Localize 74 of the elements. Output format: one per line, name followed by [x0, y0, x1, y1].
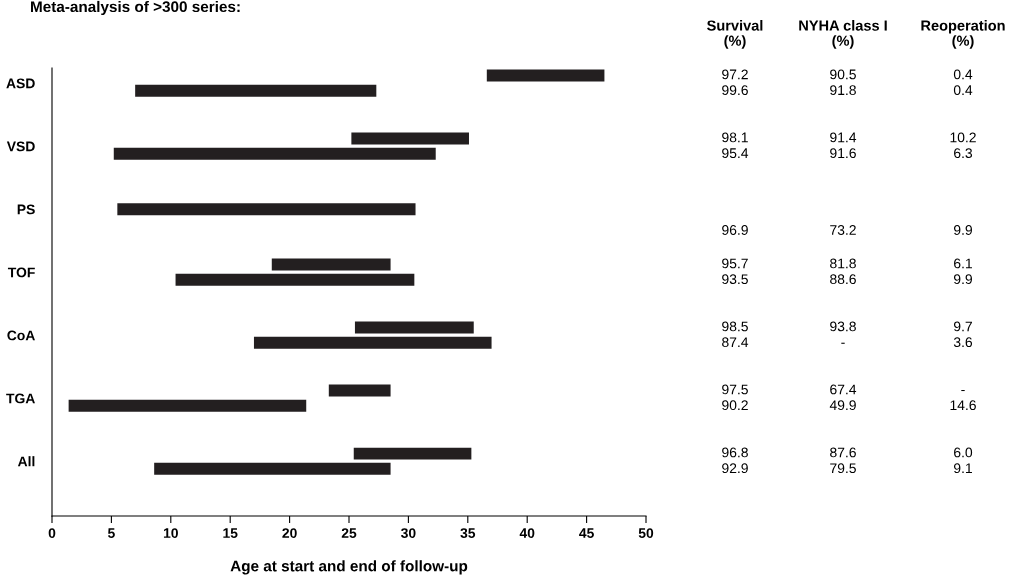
x-axis-title: Age at start and end of follow-up [230, 560, 468, 575]
bar [328, 384, 391, 397]
text: 10.2 [950, 132, 976, 143]
text: 97.2 [722, 69, 748, 80]
text: 14.6 [950, 400, 976, 411]
text: 81.8 [830, 258, 856, 269]
text: 67.4 [830, 384, 857, 395]
text: 79.5 [830, 463, 856, 474]
text: 95.4 [722, 148, 749, 159]
bar [135, 84, 377, 97]
text: 6.0 [954, 447, 973, 458]
text: 87.4 [722, 337, 749, 348]
text: 96.8 [722, 447, 748, 458]
bar [175, 273, 415, 286]
y-tick-label: All [17, 456, 35, 467]
text: 91.4 [830, 132, 857, 143]
text: 97.5 [722, 384, 748, 395]
text: 98.5 [722, 321, 748, 332]
text: 99.6 [722, 85, 748, 96]
x-tick-label: 10 [163, 528, 178, 539]
text: 96.9 [722, 225, 748, 235]
text: 6.1 [954, 258, 972, 269]
text: - [841, 342, 845, 344]
x-tick-label: 35 [460, 528, 476, 539]
text: 0.4 [953, 85, 973, 96]
x-tick-label: 25 [341, 528, 357, 539]
x-tick-label: 45 [579, 528, 594, 539]
text: 91.6 [830, 148, 856, 159]
y-tick-label: VSD [6, 141, 35, 152]
bar [354, 321, 474, 334]
text: NYHA class I (%) [799, 20, 887, 49]
text: 93.5 [722, 274, 748, 285]
bar [351, 132, 469, 145]
text: 9.7 [954, 321, 972, 332]
text: 95.7 [722, 258, 748, 269]
bar [68, 399, 307, 412]
y-tick-label: TGA [6, 393, 35, 404]
text: 90.5 [830, 69, 856, 80]
bar [253, 336, 492, 349]
y-tick-label: ASD [6, 78, 35, 89]
x-tick-label: 50 [638, 528, 654, 539]
text: 90.2 [722, 400, 748, 411]
x-tick-label: 15 [223, 528, 238, 539]
text: Survival (%) [707, 20, 763, 49]
bar [154, 462, 391, 475]
bar [271, 258, 391, 271]
bar [113, 147, 436, 160]
x-tick-label: 40 [519, 528, 535, 539]
text: 93.8 [830, 321, 856, 332]
y-tick-label: PS [17, 204, 35, 215]
chart-title: Meta-analysis of >300 series: [31, 0, 240, 16]
text: Reoperation (%) [921, 20, 1005, 49]
text: 9.9 [954, 225, 972, 235]
text: 49.9 [829, 400, 856, 411]
text: - [961, 389, 965, 392]
text: 88.6 [830, 274, 856, 285]
text: 3.6 [953, 337, 973, 348]
x-tick-label: 20 [282, 528, 297, 539]
y-tick-label: CoA [7, 330, 35, 341]
x-tick-label: 5 [107, 528, 115, 539]
text: 91.8 [830, 85, 856, 96]
text: 92.9 [722, 463, 748, 474]
text: 9.9 [954, 274, 972, 285]
text: 6.3 [954, 148, 973, 159]
text: 73.2 [830, 225, 856, 235]
y-tick-label: TOF [7, 267, 35, 278]
x-tick-label: 30 [401, 528, 416, 539]
bar [353, 447, 472, 460]
text: 98.1 [722, 132, 748, 143]
text: 87.6 [830, 447, 856, 458]
x-tick-label: 0 [48, 528, 56, 539]
bar [486, 69, 605, 82]
text: 0.4 [953, 69, 973, 80]
text: 9.1 [954, 463, 972, 474]
